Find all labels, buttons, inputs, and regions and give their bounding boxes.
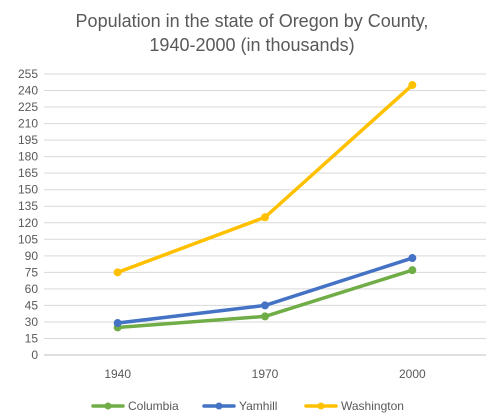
- legend: Columbia Yamhill Washington: [91, 399, 404, 413]
- series-line-washington: [115, 83, 415, 275]
- x-tick-label-1940: 1940: [104, 367, 131, 381]
- series-columbia: [113, 266, 417, 332]
- y-tick-label-45: 45: [25, 298, 39, 312]
- chart-title-line-2: 1940-2000 (in thousands): [149, 35, 354, 55]
- data-point-yamhill-1970: [261, 301, 269, 310]
- legend-marker-yamhill: [215, 402, 223, 410]
- y-tick-label-60: 60: [25, 282, 39, 296]
- data-point-washington-1940: [113, 268, 122, 277]
- y-tick-label-135: 135: [18, 199, 38, 213]
- data-point-columbia-1970: [261, 312, 269, 321]
- legend-marker-washington: [317, 402, 325, 410]
- legend-item-yamhill: Yamhill: [202, 399, 277, 413]
- y-tick-label-120: 120: [18, 216, 38, 230]
- legend-marker-columbia: [104, 402, 112, 410]
- y-tick-label-240: 240: [18, 84, 38, 98]
- y-tick-label-30: 30: [25, 315, 39, 329]
- y-tick-label-225: 225: [18, 100, 38, 114]
- y-tick-label-150: 150: [18, 183, 38, 197]
- x-tick-label-1970: 1970: [252, 367, 279, 381]
- x-axis-ticks: 1940 1970 2000: [104, 367, 426, 381]
- series-washington: [113, 81, 417, 277]
- chart-title-line-1: Population in the state of Oregon by Cou…: [76, 11, 429, 31]
- y-tick-label-180: 180: [18, 150, 38, 164]
- y-tick-label-165: 165: [18, 166, 38, 180]
- data-point-yamhill-1940: [113, 319, 122, 328]
- y-tick-label-90: 90: [25, 249, 39, 263]
- data-point-washington-1970: [261, 213, 269, 222]
- series-yamhill: [113, 254, 417, 328]
- data-point-yamhill-2000: [408, 254, 417, 263]
- x-tick-label-2000: 2000: [399, 367, 426, 381]
- data-point-columbia-2000: [408, 266, 417, 275]
- y-tick-label-75: 75: [25, 265, 39, 279]
- y-tick-label-15: 15: [25, 331, 39, 345]
- legend-item-columbia: Columbia: [91, 399, 179, 413]
- y-tick-label-195: 195: [18, 133, 38, 147]
- y-axis-ticks: 0 15 30 45 60 75 90 105 120 135 150 165 180 195 210 225…: [18, 67, 38, 362]
- y-tick-label-255: 255: [18, 67, 38, 81]
- legend-label-washington: Washington: [341, 399, 404, 413]
- series-lines: [113, 81, 417, 332]
- y-tick-label-105: 105: [18, 232, 38, 246]
- legend-label-yamhill: Yamhill: [239, 399, 277, 413]
- legend-label-columbia: Columbia: [128, 399, 179, 413]
- y-tick-label-210: 210: [18, 117, 38, 131]
- data-point-washington-2000: [408, 81, 417, 90]
- y-tick-label-0: 0: [31, 348, 38, 362]
- legend-item-washington: Washington: [304, 399, 404, 413]
